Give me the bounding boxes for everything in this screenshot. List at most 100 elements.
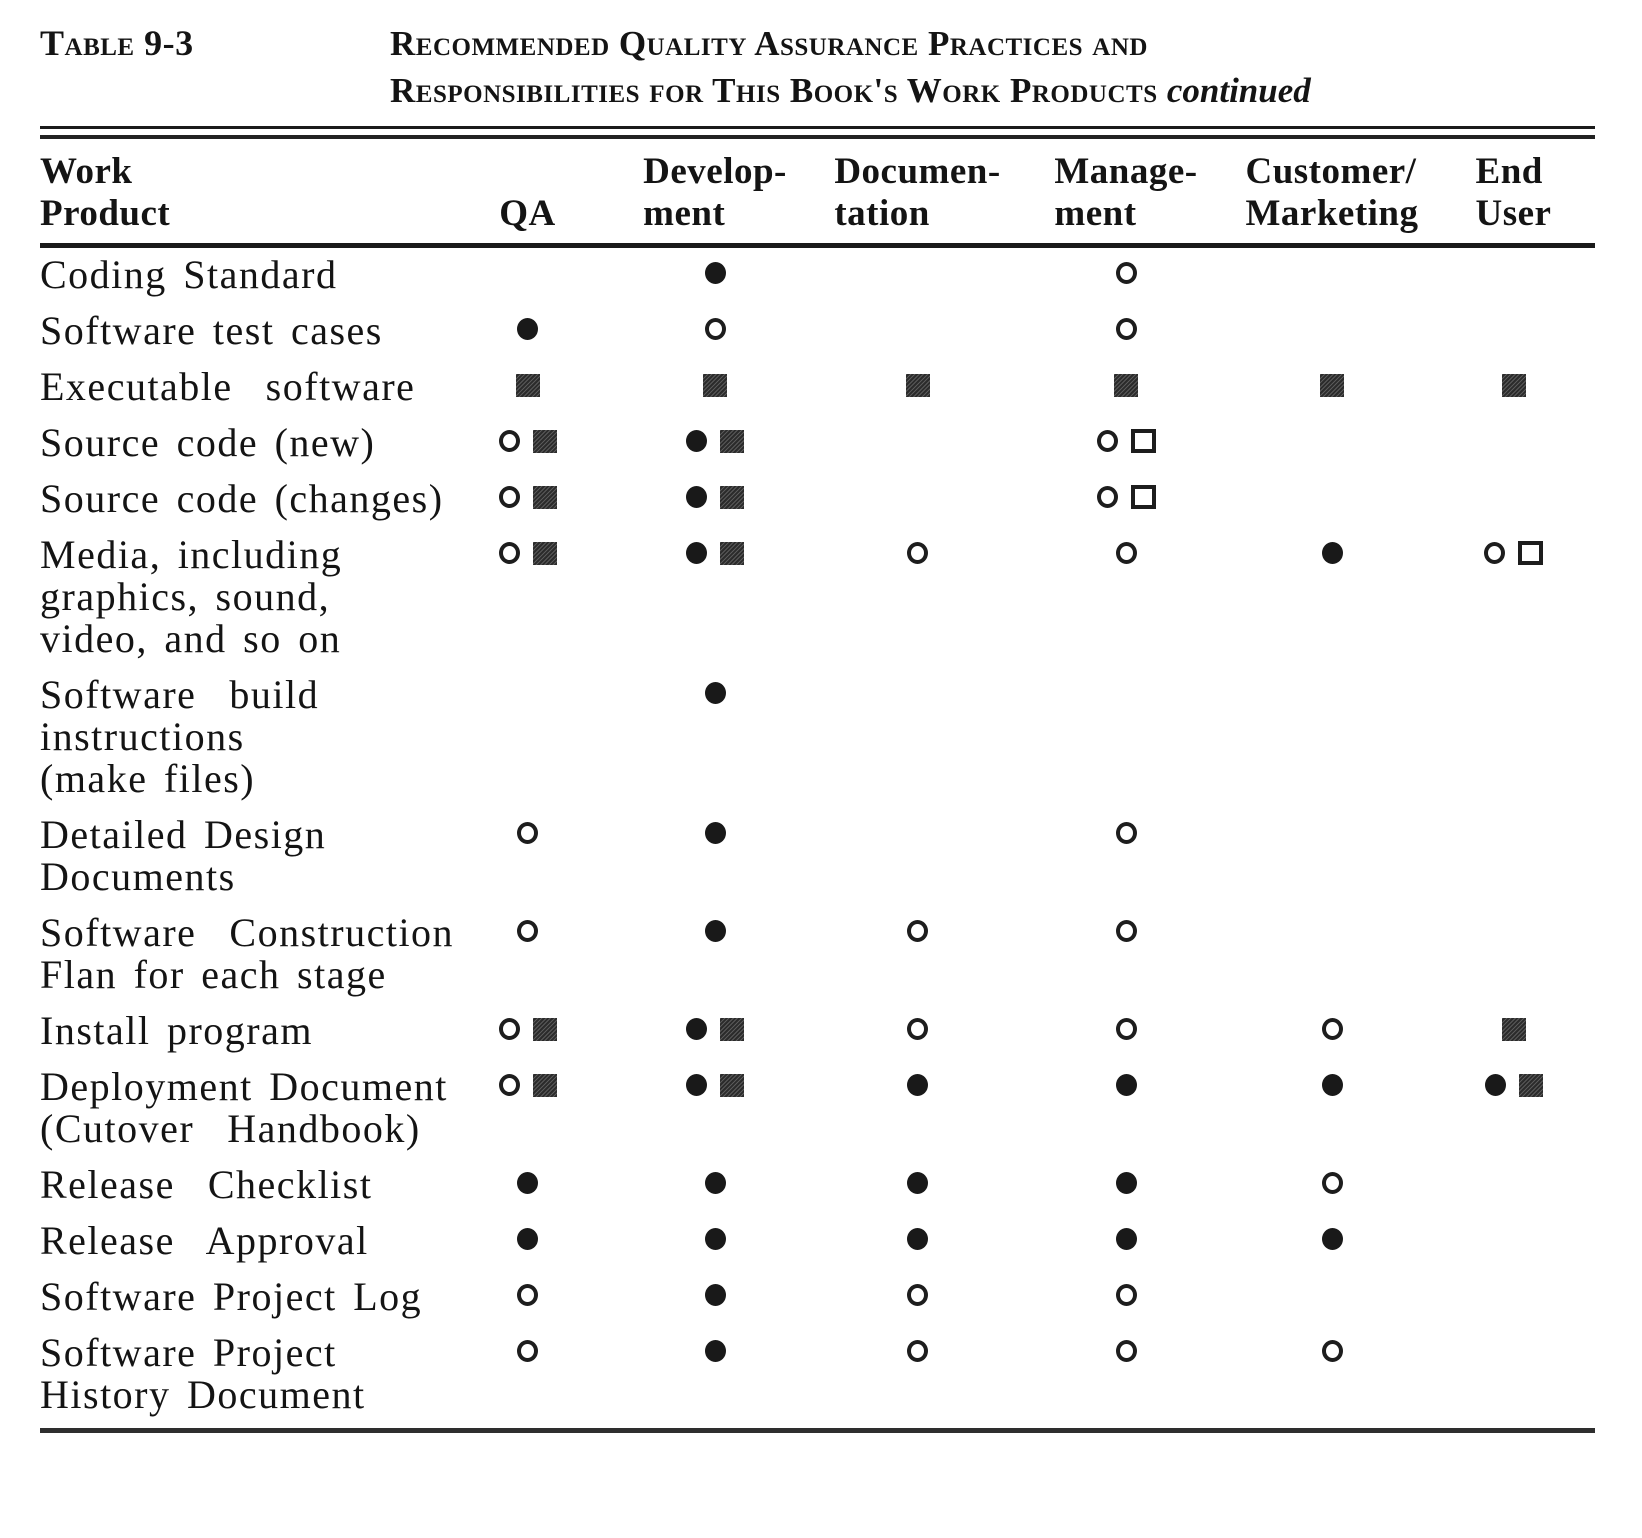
symbol-cell-customer-marketing <box>1232 668 1432 808</box>
symbol-cell-management <box>1020 1326 1232 1424</box>
scanned-book-page: Table 9-3 Recommended Quality Assurance … <box>40 20 1595 1433</box>
open-circle-icon <box>498 430 520 453</box>
open-circle-icon <box>1115 262 1137 285</box>
work-product-cell: Source code (new) <box>40 420 376 465</box>
symbol-cell-development <box>615 472 815 528</box>
filled-square-icon <box>532 541 557 565</box>
filled-circle-icon <box>517 318 538 341</box>
symbol-cell-management <box>1020 304 1232 360</box>
symbol-cell-customer-marketing <box>1232 360 1432 416</box>
symbol-cell-customer-marketing <box>1232 1270 1432 1326</box>
column-header-qa: QA <box>440 139 615 248</box>
symbol-cell-qa <box>440 360 615 416</box>
symbol-cell-documentation <box>815 906 1020 1004</box>
symbol-cell-development <box>615 1326 815 1424</box>
symbol-cell-documentation <box>815 808 1020 906</box>
column-header-work-product: Work Product <box>40 139 440 248</box>
table-row: Release Checklist <box>40 1158 1595 1214</box>
symbol-cell-management <box>1020 472 1232 528</box>
symbol-cell-management <box>1020 416 1232 472</box>
symbol-cell-documentation <box>815 1270 1020 1326</box>
filled-square-icon <box>532 1017 557 1041</box>
symbol-cell-end-user <box>1432 1270 1595 1326</box>
open-circle-icon <box>907 1284 928 1307</box>
table-row: Software build instructions (make files) <box>40 668 1595 808</box>
symbol-cell-management <box>1020 360 1232 416</box>
open-circle-icon <box>907 920 928 943</box>
open-circle-icon <box>517 822 538 845</box>
symbol-cell-qa <box>440 668 615 808</box>
filled-square-icon <box>532 1073 557 1097</box>
open-circle-icon <box>1115 542 1137 565</box>
symbol-cell-documentation <box>815 668 1020 808</box>
symbol-cell-development <box>615 528 815 668</box>
symbol-cell-qa <box>440 1326 615 1424</box>
symbol-cell-development <box>615 1158 815 1214</box>
filled-square-icon <box>703 373 727 397</box>
open-circle-icon <box>1321 1172 1343 1195</box>
filled-circle-icon <box>1321 1074 1343 1097</box>
filled-square-icon <box>515 373 540 397</box>
symbol-cell-end-user <box>1432 1060 1595 1158</box>
symbol-cell-documentation <box>815 246 1020 305</box>
open-circle-icon <box>498 542 520 565</box>
table-number-label: Table 9-3 <box>40 23 194 63</box>
symbol-cell-end-user <box>1432 246 1595 305</box>
symbol-cell-qa <box>440 416 615 472</box>
symbol-cell-documentation <box>815 1158 1020 1214</box>
symbol-cell-qa <box>440 304 615 360</box>
filled-square-icon <box>1501 373 1526 397</box>
symbol-cell-development <box>615 246 815 305</box>
filled-circle-icon <box>686 542 707 565</box>
open-circle-icon <box>1115 1340 1137 1363</box>
symbol-cell-customer-marketing <box>1232 304 1432 360</box>
open-square-icon <box>1130 429 1156 454</box>
symbol-cell-customer-marketing <box>1232 1060 1432 1158</box>
table-row: Deployment Document (Cutover Handbook) <box>40 1060 1595 1158</box>
open-circle-icon <box>1321 1340 1343 1363</box>
work-product-cell: Executable software <box>40 364 416 409</box>
open-circle-icon <box>1115 822 1137 845</box>
symbol-cell-end-user <box>1432 1326 1595 1424</box>
symbol-cell-qa <box>440 1158 615 1214</box>
work-product-cell: Software build instructions (make files) <box>40 672 320 801</box>
open-circle-icon <box>1115 920 1137 943</box>
symbol-cell-end-user <box>1432 360 1595 416</box>
symbol-cell-development <box>615 416 815 472</box>
symbol-cell-qa <box>440 472 615 528</box>
filled-circle-icon <box>907 1172 928 1195</box>
symbol-cell-customer-marketing <box>1232 416 1432 472</box>
symbol-cell-development <box>615 668 815 808</box>
open-circle-icon <box>1096 430 1118 453</box>
symbol-cell-development <box>615 808 815 906</box>
column-header-customer-marketing: Customer/ Marketing <box>1232 139 1432 248</box>
filled-square-icon <box>532 429 557 453</box>
header-row: Work Product QA Develop- ment Documen- tati… <box>40 139 1595 248</box>
filled-circle-icon <box>1321 542 1343 565</box>
work-product-cell: Release Checklist <box>40 1162 373 1207</box>
filled-square-icon <box>720 1017 744 1041</box>
table-row: Executable software <box>40 360 1595 416</box>
table-title: Recommended Quality Assurance Practices … <box>390 20 1311 114</box>
symbol-cell-end-user <box>1432 1214 1595 1270</box>
filled-square-icon <box>905 373 930 397</box>
column-header-label: Develop- ment <box>643 151 787 234</box>
symbol-cell-management <box>1020 906 1232 1004</box>
table-row: Software Project History Document <box>40 1326 1595 1424</box>
filled-circle-icon <box>704 822 726 845</box>
filled-square-icon <box>720 429 744 453</box>
filled-circle-icon <box>704 682 726 705</box>
filled-circle-icon <box>907 1074 928 1097</box>
symbol-cell-development <box>615 1214 815 1270</box>
column-header-end-user: End User <box>1432 139 1595 248</box>
filled-square-icon <box>1320 373 1344 397</box>
open-circle-icon <box>1321 1018 1343 1041</box>
symbol-cell-customer-marketing <box>1232 528 1432 668</box>
filled-circle-icon <box>704 920 726 943</box>
symbol-cell-development <box>615 1270 815 1326</box>
symbol-cell-documentation <box>815 528 1020 668</box>
filled-square-icon <box>720 1073 744 1097</box>
symbol-cell-customer-marketing <box>1232 808 1432 906</box>
symbol-cell-management <box>1020 1004 1232 1060</box>
symbol-cell-customer-marketing <box>1232 1158 1432 1214</box>
